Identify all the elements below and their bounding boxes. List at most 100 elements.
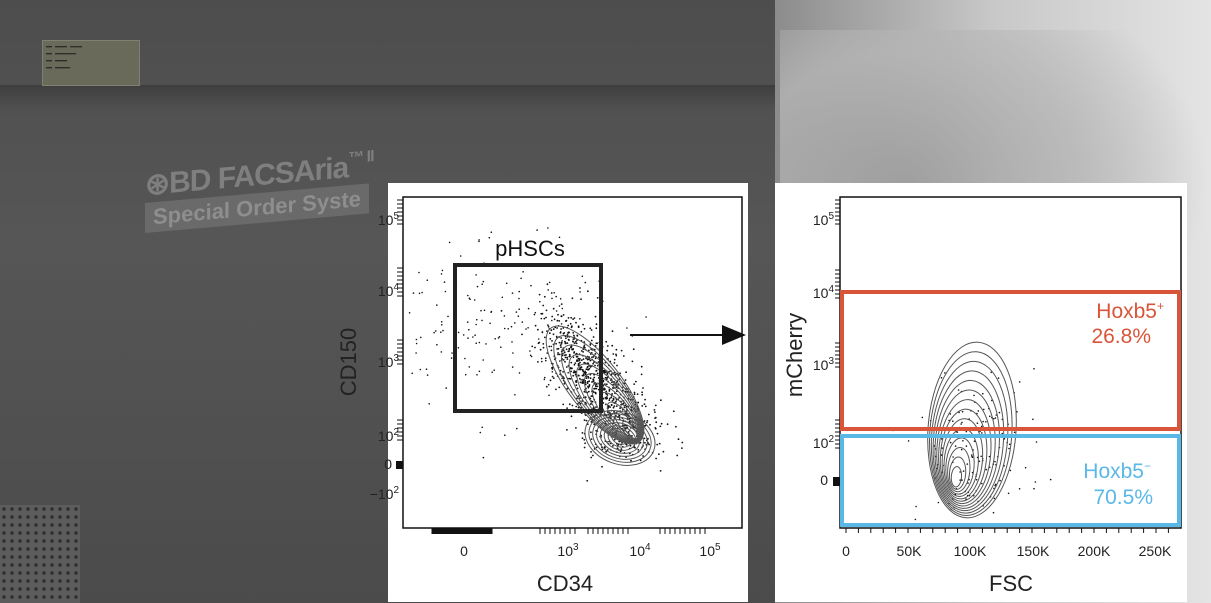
event-dot: [595, 327, 598, 330]
event-dot: [644, 441, 646, 444]
event-dot: [958, 411, 960, 414]
event-dot: [1024, 466, 1027, 469]
event-dot: [555, 310, 558, 312]
event-dot: [562, 371, 564, 373]
event-dot: [574, 373, 577, 376]
event-dot: [666, 423, 669, 426]
contour-line: [584, 410, 656, 466]
event-dot: [637, 449, 640, 451]
contour-line: [592, 416, 648, 460]
event-dot: [606, 373, 609, 375]
contour-line: [927, 341, 1017, 519]
contour-line: [607, 428, 633, 448]
event-dot: [595, 370, 598, 372]
event-dot: [608, 399, 611, 402]
event-dot: [552, 377, 555, 379]
event-dot: [567, 317, 570, 319]
event-dot: [608, 397, 611, 400]
event-dot: [966, 463, 969, 465]
event-dot: [579, 366, 582, 369]
event-dot: [616, 364, 618, 367]
event-dot: [531, 345, 534, 348]
event-dot: [595, 446, 598, 449]
event-dot: [1009, 469, 1012, 472]
event-dot: [915, 505, 917, 508]
event-dot: [594, 384, 597, 386]
contour-line: [948, 456, 967, 490]
event-dot: [654, 416, 657, 419]
event-dot: [574, 340, 577, 343]
event-dot: [914, 518, 917, 521]
event-dot: [566, 407, 568, 409]
plot1-ytick: 103: [378, 353, 400, 370]
event-dot: [498, 336, 501, 338]
event-dot: [579, 397, 581, 399]
event-dot: [631, 360, 634, 363]
event-dot: [978, 460, 981, 463]
event-dot: [681, 441, 684, 444]
event-dot: [593, 391, 595, 394]
event-dot: [507, 328, 510, 330]
event-dot: [602, 397, 605, 400]
event-dot: [582, 351, 584, 353]
event-dot: [549, 338, 552, 340]
event-dot: [539, 300, 541, 303]
event-dot: [543, 295, 546, 298]
event-dot: [592, 378, 595, 381]
event-dot: [582, 374, 585, 377]
plot1-xtick: 103: [557, 542, 579, 559]
event-dot: [440, 321, 443, 323]
event-dot: [613, 362, 616, 364]
event-dot: [658, 442, 661, 445]
event-dot: [550, 329, 553, 332]
plot1-ytick: 104: [378, 282, 400, 299]
event-dot: [596, 297, 599, 299]
event-dot: [1034, 481, 1037, 483]
event-dot: [579, 291, 581, 293]
event-dot: [582, 378, 584, 381]
event-dot: [596, 364, 599, 367]
event-dot: [659, 470, 662, 472]
event-dot: [585, 419, 588, 422]
plot1-ylabel: CD150: [336, 328, 361, 396]
event-dot: [444, 290, 447, 293]
event-dot: [595, 387, 598, 390]
event-dot: [436, 343, 438, 346]
plot2-ytick: 103: [813, 356, 835, 373]
event-dot: [606, 396, 608, 398]
event-dot: [587, 390, 590, 393]
plot1-ytick: 105: [378, 211, 400, 228]
event-dot: [537, 328, 539, 331]
event-dot: [568, 339, 570, 341]
event-dot: [481, 319, 483, 322]
event-dot: [587, 368, 589, 371]
event-dot: [440, 273, 443, 275]
event-dot: [573, 363, 576, 366]
event-dot: [579, 381, 582, 384]
event-dot: [541, 360, 543, 363]
event-dot: [483, 309, 486, 312]
event-dot: [551, 315, 554, 318]
event-dot: [595, 385, 597, 388]
plot1-xlabel: CD34: [537, 571, 593, 596]
event-dot: [615, 348, 618, 351]
event-dot: [586, 380, 589, 383]
event-dot: [571, 297, 574, 300]
event-dot: [562, 403, 565, 406]
event-dot: [467, 337, 469, 339]
plot2-xtick: 200K: [1078, 543, 1111, 559]
plot2-xlabel: FSC: [989, 571, 1033, 596]
event-dot: [518, 297, 520, 300]
event-dot: [561, 340, 563, 342]
event-dot: [595, 323, 598, 326]
event-dot: [558, 320, 561, 322]
event-dot: [954, 445, 957, 447]
event-dot: [419, 368, 422, 371]
event-dot: [560, 328, 562, 330]
event-dot: [940, 438, 943, 440]
event-dot: [610, 414, 612, 417]
event-dot: [613, 372, 616, 374]
event-dot: [622, 355, 625, 357]
event-dot: [585, 368, 588, 371]
event-dot: [940, 377, 943, 379]
